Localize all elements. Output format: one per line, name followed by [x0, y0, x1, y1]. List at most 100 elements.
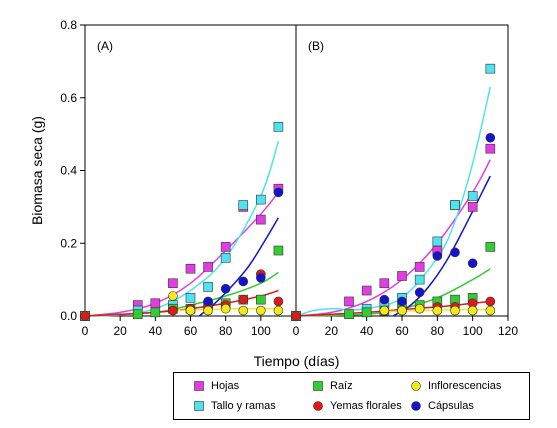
point-inflorescencias	[432, 305, 443, 316]
series-hojas	[80, 183, 284, 321]
x-tick-label: 40	[149, 324, 163, 338]
point-yemas-florales	[291, 311, 301, 321]
x-tick-label: 0	[82, 324, 89, 338]
point-inflorescencias	[467, 305, 478, 316]
point-raiz	[256, 294, 266, 305]
fit-curve-hojas	[84, 191, 279, 317]
series-capsulas	[203, 187, 284, 307]
point-inflorescencias	[397, 305, 407, 316]
x-tick-label: 120	[498, 324, 518, 338]
series-hojas	[291, 143, 496, 321]
point-raiz	[344, 309, 354, 319]
point-tallo-y-ramas	[414, 274, 425, 285]
point-capsulas	[485, 132, 496, 143]
series-inflorescencias	[168, 291, 284, 316]
fit-curve-capsulas	[392, 175, 491, 317]
legend-marker-capsulas	[411, 401, 421, 411]
point-yemas-florales	[80, 311, 90, 321]
point-tallo-y-ramas	[485, 63, 496, 74]
y-tick-label: 0.2	[60, 236, 77, 250]
point-hojas	[256, 214, 266, 225]
panel-a: (A)	[80, 39, 284, 321]
x-tick-label: 20	[113, 324, 127, 338]
point-capsulas	[397, 296, 407, 307]
x-tick-label: 80	[219, 324, 233, 338]
point-hojas	[344, 296, 354, 307]
point-capsulas	[467, 258, 478, 269]
point-raiz	[150, 307, 161, 318]
legend-marker-raiz	[313, 381, 323, 391]
panel-label: (A)	[97, 39, 113, 53]
point-raiz	[361, 307, 372, 318]
point-inflorescencias	[414, 303, 425, 314]
series-yemas-florales	[80, 269, 284, 321]
point-tallo-y-ramas	[220, 253, 231, 263]
legend-item-inflorescencias: Inflorescencias	[411, 380, 501, 392]
point-capsulas	[450, 247, 460, 258]
point-inflorescencias	[168, 291, 178, 301]
x-tick-label: 80	[431, 324, 445, 338]
point-inflorescencias	[203, 305, 213, 316]
x-tick-label: 60	[395, 324, 409, 338]
y-tick-label: 0.8	[60, 18, 77, 32]
point-inflorescencias	[256, 305, 266, 316]
legend-label-inflorescencias: Inflorescencias	[428, 380, 502, 392]
panel-b: (B)	[291, 39, 496, 321]
fit-curve-hojas	[295, 159, 491, 317]
x-tick-label: 100	[463, 324, 483, 338]
legend-label-yemas-florales: Yemas florales	[330, 400, 402, 412]
point-hojas	[150, 298, 161, 309]
point-tallo-y-ramas	[450, 200, 460, 210]
legend-marker-inflorescencias	[411, 381, 421, 391]
point-yemas-florales	[485, 296, 496, 307]
legend-label-tallo-y-ramas: Tallo y ramas	[211, 400, 276, 412]
y-tick-label: 0.6	[60, 91, 77, 105]
point-tallo-y-ramas	[238, 200, 249, 210]
x-axis-title: Tiempo (días)	[254, 353, 340, 369]
point-hojas	[185, 263, 196, 274]
legend-marker-hojas	[194, 381, 204, 391]
point-tallo-y-ramas	[185, 293, 196, 303]
y-tick-label: 0.0	[60, 309, 77, 323]
legend: Hojas Tallo y ramas Raíz Yemas florales …	[173, 372, 530, 420]
y-axis-title: Biomasa seca (g)	[29, 116, 45, 225]
point-inflorescencias	[220, 303, 231, 314]
point-tallo-y-ramas	[273, 122, 284, 132]
x-tick-label: 40	[360, 324, 374, 338]
point-capsulas	[220, 283, 231, 294]
point-hojas	[361, 285, 372, 296]
point-yemas-florales	[238, 294, 249, 305]
point-yemas-florales	[273, 296, 284, 307]
point-tallo-y-ramas	[432, 236, 443, 247]
point-hojas	[379, 278, 390, 289]
y-tick-label: 0.4	[60, 164, 77, 178]
point-capsulas	[238, 276, 249, 287]
point-hojas	[397, 271, 407, 281]
point-raiz	[132, 309, 143, 319]
point-hojas	[467, 202, 478, 212]
point-hojas	[203, 262, 213, 272]
point-hojas	[220, 242, 231, 252]
point-capsulas	[414, 287, 425, 298]
point-hojas	[168, 278, 178, 289]
x-tick-label: 20	[325, 324, 339, 338]
point-inflorescencias	[273, 305, 284, 316]
x-tick-label: 0	[293, 324, 300, 338]
legend-item-tallo-y-ramas: Tallo y ramas	[194, 400, 276, 412]
point-raiz	[273, 245, 284, 256]
point-capsulas	[203, 296, 213, 307]
plot-area: 0.0 0.2 0.4 0.6 0.8 Biomasa seca (g) Tiempo (d…	[29, 18, 518, 369]
legend-label-hojas: Hojas	[211, 380, 240, 392]
legend-marker-yemas-florales	[313, 401, 323, 411]
legend-item-capsulas: Cápsulas	[411, 400, 474, 412]
legend-label-raiz: Raíz	[330, 380, 353, 392]
legend-item-yemas-florales: Yemas florales	[313, 400, 402, 412]
point-raiz	[485, 242, 496, 252]
legend-item-raiz: Raíz	[313, 380, 353, 392]
point-capsulas	[432, 251, 443, 261]
point-tallo-y-ramas	[467, 191, 478, 201]
point-yemas-florales	[168, 305, 178, 316]
legend-marker-tallo-y-ramas	[194, 401, 204, 411]
point-inflorescencias	[485, 305, 496, 316]
